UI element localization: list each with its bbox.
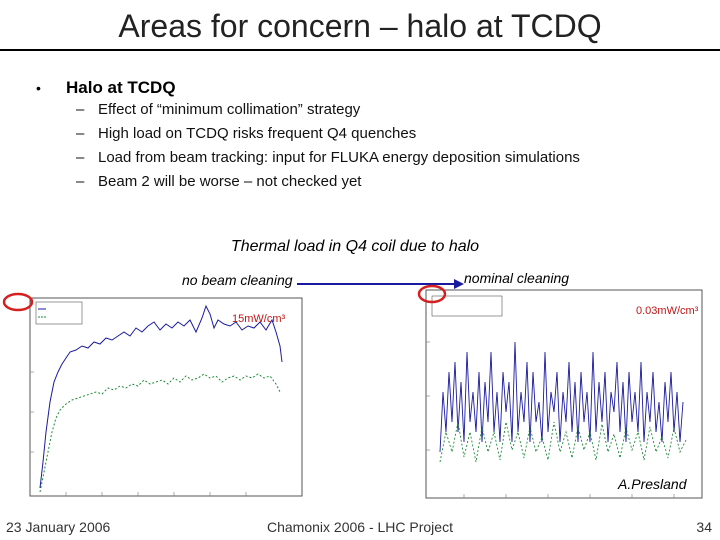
label-nominal-cleaning: nominal cleaning bbox=[464, 270, 570, 286]
highlight-circle-left bbox=[2, 292, 34, 312]
title-rule bbox=[0, 49, 720, 51]
plot-nominal-cleaning: 0.03mW/cm³ bbox=[410, 282, 720, 506]
highlight-circle-right bbox=[417, 284, 447, 304]
plot-nominal-cleaning-graph bbox=[417, 284, 703, 499]
subbullet-3: – Load from beam tracking: input for FLUK… bbox=[76, 149, 580, 166]
subbullet-2: – High load on TCDQ risks frequent Q4 que… bbox=[76, 125, 417, 142]
arrow-icon bbox=[297, 279, 464, 289]
page-number: 34 bbox=[696, 519, 712, 535]
plot-no-cleaning-graph bbox=[2, 292, 303, 497]
footer-center: Chamonix 2006 - LHC Project bbox=[267, 519, 453, 535]
cleaning-arrow: no beam cleaning nominal cleaning bbox=[170, 268, 590, 298]
plot-no-cleaning: 15mW/cm³ bbox=[0, 292, 320, 506]
main-bullet: Halo at TCDQ bbox=[66, 78, 176, 97]
subbullet-4: – Beam 2 will be worse – not checked yet bbox=[76, 173, 362, 190]
bullet-marker: • bbox=[36, 80, 41, 96]
label-no-beam-cleaning: no beam cleaning bbox=[182, 272, 293, 288]
footer-date: 23 January 2006 bbox=[6, 519, 111, 535]
annotation-003mw: 0.03mW/cm³ bbox=[636, 305, 699, 317]
slide-title: Areas for concern – halo at TCDQ bbox=[118, 8, 602, 44]
author-credit: A.Presland bbox=[618, 476, 687, 492]
figure-caption: Thermal load in Q4 coil due to halo bbox=[230, 238, 480, 255]
annotation-15mw: 15mW/cm³ bbox=[232, 313, 286, 325]
subbullet-1: – Effect of “minimum collimation” strateg… bbox=[76, 101, 361, 118]
